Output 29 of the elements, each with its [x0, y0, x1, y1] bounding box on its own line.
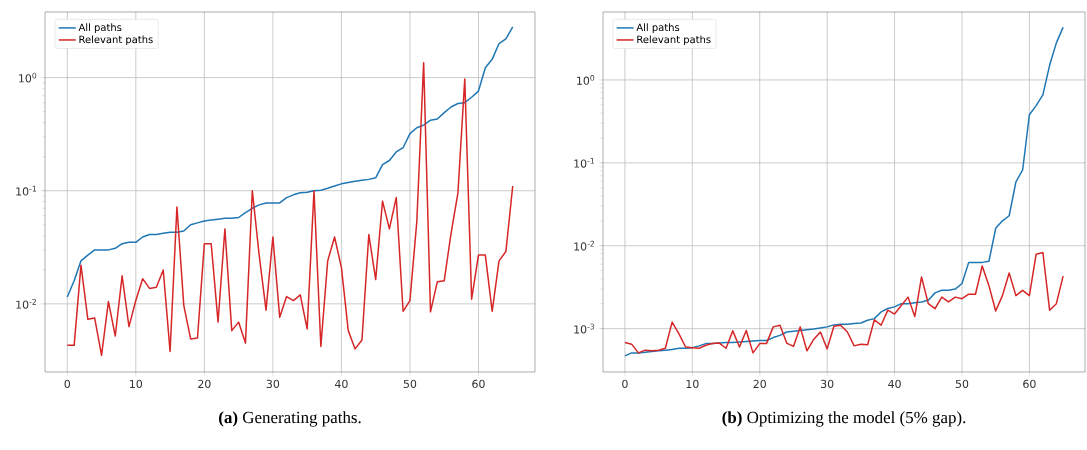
x-tick-label: 20	[753, 379, 766, 389]
x-tick-label: 30	[821, 379, 834, 389]
y-tick-label: 10$^{-2}$	[16, 298, 36, 309]
x-tick-label: 10	[686, 379, 699, 389]
legend-label: All paths	[78, 23, 122, 34]
text: (a) Generating paths.	[219, 411, 361, 427]
line-series	[624, 251, 1064, 354]
y-tick-label: 10$^{-2}$	[574, 240, 594, 251]
legend-label: Relevant paths	[79, 35, 153, 46]
line-series	[66, 62, 514, 357]
x-tick-label: 50	[955, 379, 969, 389]
x-tick-label: 50	[403, 379, 417, 389]
y-tick-label: 10$^{0}$	[19, 72, 37, 83]
x-tick-label: 20	[198, 379, 211, 389]
legend-label: Relevant paths	[637, 35, 711, 46]
x-tick-label: 60	[1023, 379, 1036, 389]
y-tick-label: 10$^{-1}$	[16, 185, 37, 196]
y-tick-label: 10$^{-3}$	[574, 323, 595, 334]
x-tick-label: 60	[472, 379, 485, 389]
legend-label: All paths	[636, 23, 680, 34]
y-tick-label: 10$^{0}$	[577, 75, 595, 85]
x-tick-label: 10	[130, 379, 143, 389]
x-tick-label: 40	[888, 379, 901, 389]
x-tick-label: 30	[266, 379, 280, 389]
x-tick-label: 0	[622, 379, 628, 389]
text: (b) Optimizing the model (5% gap).	[722, 411, 966, 427]
x-tick-label: 40	[334, 379, 348, 389]
x-tick-label: 0	[64, 379, 71, 389]
y-tick-label: 10$^{-1}$	[574, 157, 595, 168]
